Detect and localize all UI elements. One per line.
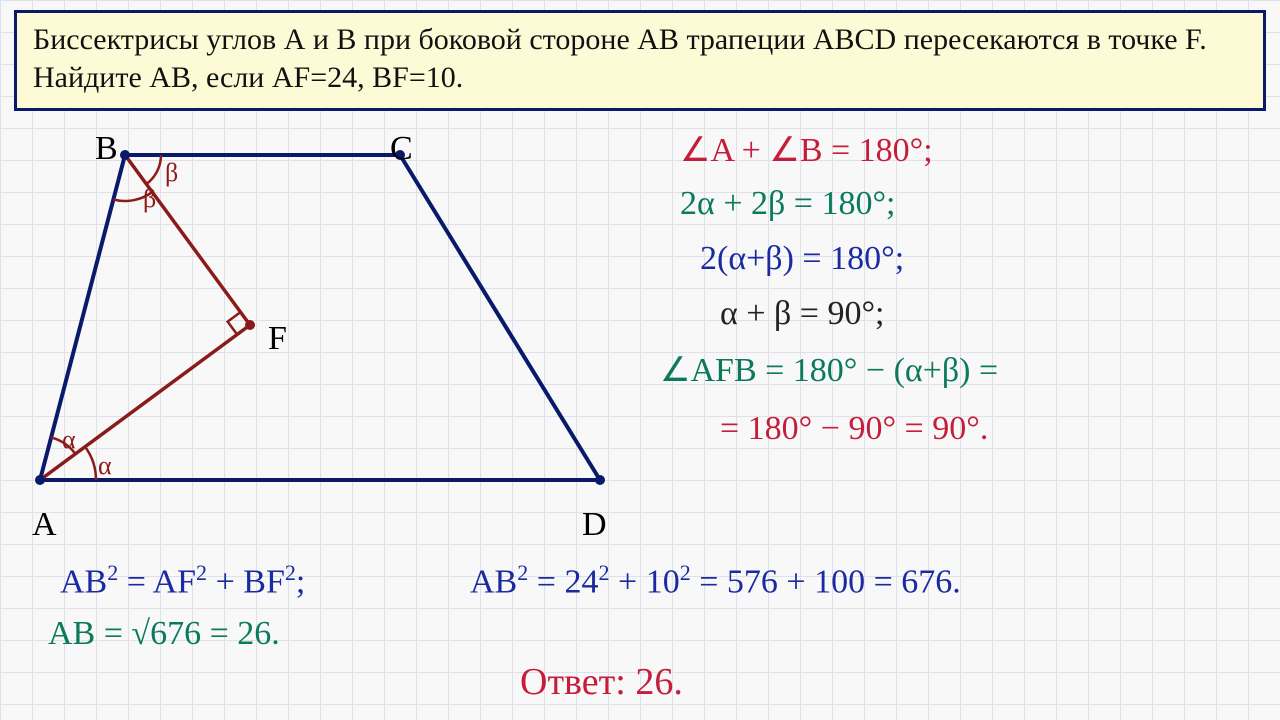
- vertex-label-a: A: [32, 506, 57, 544]
- vertex-label-f: F: [268, 320, 287, 358]
- vertex-label-d: D: [582, 506, 607, 544]
- vertex-label-c: C: [390, 130, 413, 168]
- step-3: 2(α+β) = 180°;: [700, 240, 904, 278]
- svg-text:β: β: [165, 158, 178, 187]
- step-1: ∠A + ∠B = 180°;: [680, 130, 933, 170]
- step-2: 2α + 2β = 180°;: [680, 185, 896, 223]
- problem-statement: Биссектрисы углов А и В при боковой стор…: [14, 10, 1266, 111]
- pythagoras-rhs: AB2 = 242 + 102 = 576 + 100 = 676.: [470, 560, 961, 601]
- step-5a: ∠AFB = 180° − (α+β) =: [660, 350, 998, 390]
- svg-text:α: α: [98, 451, 112, 480]
- trapezoid-diagram: α α β β: [0, 110, 640, 540]
- answer: Ответ: 26.: [520, 660, 683, 704]
- problem-text: Биссектрисы углов А и В при боковой стор…: [33, 23, 1207, 94]
- pythagoras-lhs: AB2 = AF2 + BF2;: [60, 560, 305, 601]
- step-4: α + β = 90°;: [720, 295, 885, 333]
- result-ab: AB = √676 = 26.: [48, 615, 280, 653]
- step-5b: = 180° − 90° = 90°.: [720, 410, 988, 448]
- svg-text:α: α: [62, 425, 76, 454]
- svg-text:β: β: [143, 184, 156, 213]
- vertex-label-b: B: [95, 130, 118, 168]
